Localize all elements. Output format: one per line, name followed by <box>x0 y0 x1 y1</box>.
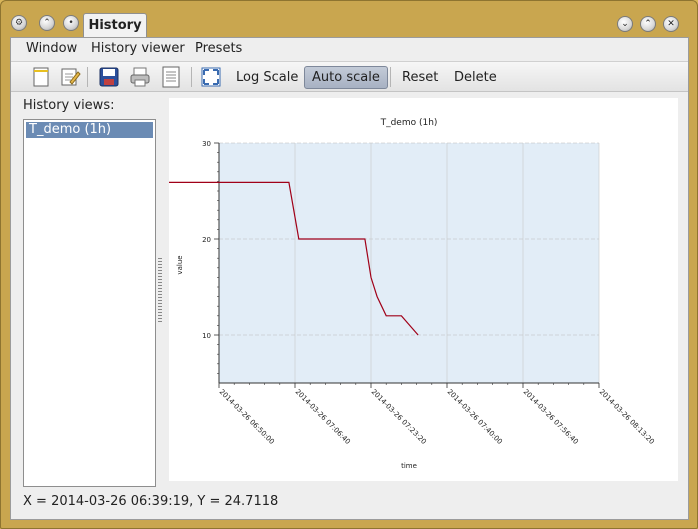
auto-scale-button[interactable]: Auto scale <box>304 66 388 89</box>
minimize-button[interactable]: ⌄ <box>617 16 633 32</box>
chart-panel[interactable]: T_demo (1h) 10 20 30 2014-03-26 06:50:00 20… <box>0 98 678 481</box>
chart-title: T_demo (1h) <box>380 118 438 128</box>
window-content: Window History viewer Presets <box>0 37 689 520</box>
toolbar-separator <box>390 67 391 87</box>
grid-lines <box>218 142 600 383</box>
cursor-status-text: X = 2014-03-26 06:39:19, Y = 24.7118 <box>23 494 279 509</box>
new-document-icon[interactable] <box>29 65 53 89</box>
x-tick-label: 2014-03-26 07:40:00 <box>446 388 504 446</box>
window-menu-icon[interactable]: ⚙ <box>11 15 27 31</box>
log-scale-button[interactable]: Log Scale <box>236 70 299 85</box>
close-button[interactable]: ✕ <box>663 16 679 32</box>
x-tick-labels: 2014-03-26 06:50:00 2014-03-26 07:06:40 20… <box>218 388 656 446</box>
maximize-button[interactable]: ⌃ <box>640 16 656 32</box>
plot-background <box>219 143 599 383</box>
export-text-icon[interactable] <box>159 65 183 89</box>
y-axis-label: value <box>176 255 184 274</box>
x-tick-label: 2014-03-26 07:56:40 <box>522 388 580 446</box>
splitter-handle[interactable] <box>158 258 162 322</box>
y-tick-labels: 10 20 30 <box>202 140 211 340</box>
x-tick-label: 2014-03-26 06:50:00 <box>218 388 276 446</box>
toolbar-separator <box>87 67 88 87</box>
save-icon[interactable] <box>97 65 121 89</box>
menu-window[interactable]: Window <box>26 41 78 56</box>
title-bar: ⚙ ⌃ • History ⌄ ⌃ ✕ <box>1 1 697 37</box>
y-tick-label: 10 <box>202 332 211 340</box>
toolbar-separator <box>191 67 192 87</box>
x-tick-label: 2014-03-26 07:06:40 <box>294 388 352 446</box>
print-icon[interactable] <box>128 65 152 89</box>
x-tick-label: 2014-03-26 08:13:20 <box>598 388 656 446</box>
history-views-label: History views: <box>23 98 115 113</box>
keep-above-icon[interactable]: • <box>63 15 79 31</box>
menu-presets[interactable]: Presets <box>195 41 243 56</box>
series-line <box>0 181 419 336</box>
list-item[interactable]: T_demo (1h) <box>26 122 153 138</box>
reset-button[interactable]: Reset <box>402 70 439 85</box>
toolbar: Log Scale Auto scale Reset Delete <box>11 61 688 92</box>
roll-up-icon[interactable]: ⌃ <box>39 15 55 31</box>
y-tick-label: 20 <box>202 236 211 244</box>
delete-button[interactable]: Delete <box>454 70 497 85</box>
history-views-list[interactable]: T_demo (1h) <box>23 119 156 487</box>
zoom-fit-icon[interactable] <box>199 65 223 89</box>
x-axis-label: time <box>401 462 417 470</box>
window-title-tab[interactable]: History <box>83 13 147 37</box>
x-tick-label: 2014-03-26 07:23:20 <box>370 388 428 446</box>
menu-history-viewer[interactable]: History viewer <box>91 41 185 56</box>
edit-icon[interactable] <box>58 65 82 89</box>
menu-bar: Window History viewer Presets <box>11 38 688 61</box>
y-tick-label: 30 <box>202 140 211 148</box>
